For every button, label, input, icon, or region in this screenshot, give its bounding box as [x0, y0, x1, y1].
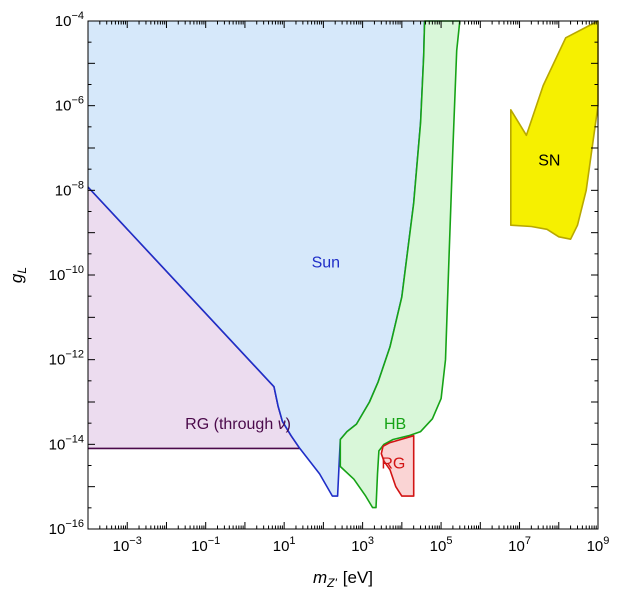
x-tick-label: 10−1 [191, 535, 220, 555]
y-tick-label: 10−12 [49, 349, 84, 369]
region-label-rg: RG [381, 456, 405, 473]
region-label-sn: SN [538, 153, 560, 170]
region-label-rg-through: RG (through ν) [185, 416, 291, 433]
x-axis-label-unit: [eV] [343, 568, 373, 587]
x-tick-label: 107 [508, 535, 531, 555]
x-tick-label: 103 [351, 535, 374, 555]
region-hb [339, 20, 461, 509]
y-tick-label: 10−10 [49, 264, 84, 284]
region-sn-fill [510, 21, 598, 240]
x-axis-label-base: m [313, 568, 327, 587]
region-rg-through-fill [88, 187, 300, 449]
region-rg-fill [381, 435, 414, 497]
y-axis-label-base: g [7, 273, 26, 283]
y-tick-label: 10−14 [49, 433, 84, 453]
region-labels-layer: RG (through ν) Sun HB RG SN [185, 153, 560, 473]
region-rg [380, 434, 415, 497]
region-label-sun: Sun [312, 254, 340, 271]
x-axis-label: mZ' [eV] [313, 568, 373, 589]
region-hb-fill [340, 21, 460, 508]
x-tick-label: 101 [273, 535, 296, 555]
region-sn [509, 20, 599, 240]
x-tick-label: 109 [587, 535, 610, 555]
y-tick-label: 10−4 [55, 10, 84, 30]
y-tick-label: 10−6 [55, 95, 84, 115]
ticks-layer: 10−3 10−1 101 103 105 107 109 10−16 10−14 10−12 10… [49, 10, 610, 555]
y-axis-label-sub: L [15, 267, 29, 274]
region-rg-boundary [380, 434, 415, 497]
region-sun-fill [88, 21, 425, 497]
y-tick-label: 10−16 [49, 518, 84, 538]
regions-layer [87, 20, 599, 509]
region-hb-boundary [339, 20, 461, 509]
region-label-hb: HB [384, 416, 406, 433]
y-tick-label: 10−8 [55, 179, 84, 199]
x-axis-label-sub: Z' [326, 576, 337, 589]
y-axis-label: gL [7, 267, 29, 283]
x-tick-label: 10−3 [113, 535, 142, 555]
x-tick-label: 105 [430, 535, 453, 555]
